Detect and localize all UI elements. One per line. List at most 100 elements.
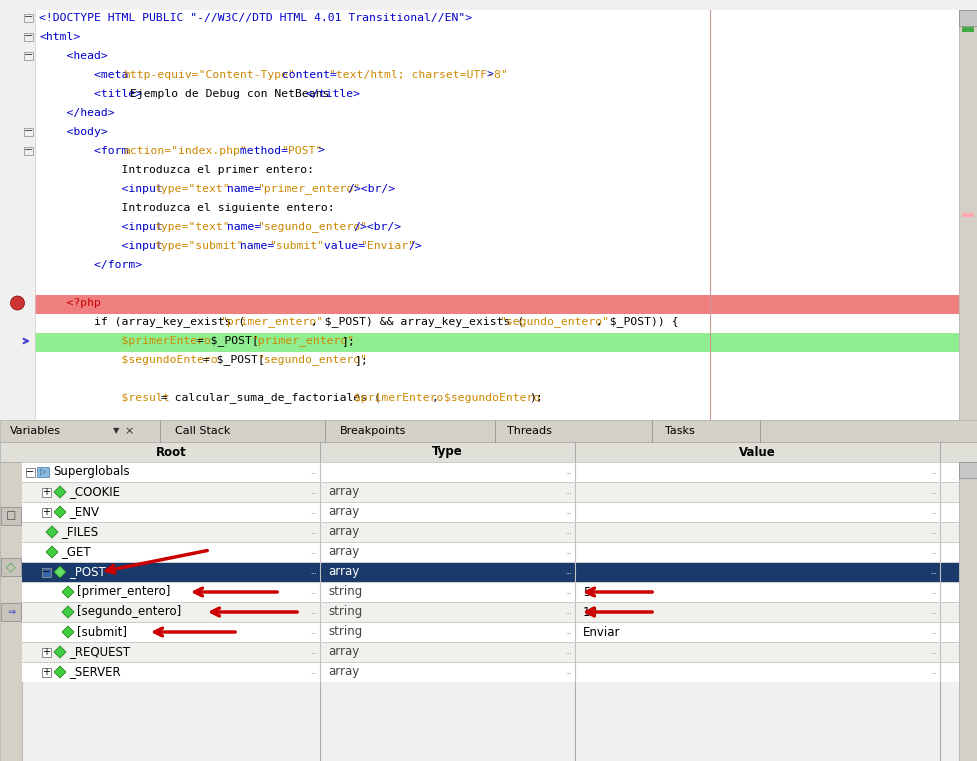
Text: ×: ×	[124, 426, 134, 436]
Bar	[22, 462, 959, 482]
Text: $segundoEntero: $segundoEntero	[445, 393, 540, 403]
Text: 10: 10	[583, 606, 598, 619]
Text: <form: <form	[39, 146, 135, 156]
Text: _REQUEST: _REQUEST	[69, 645, 130, 658]
Text: Type: Type	[432, 445, 463, 458]
Text: −: −	[24, 145, 33, 155]
Text: Variables: Variables	[10, 426, 61, 436]
Text: "primer_entero": "primer_entero"	[257, 183, 360, 195]
Text: ▼: ▼	[113, 426, 119, 435]
Text: ...: ...	[930, 569, 937, 575]
Text: ...: ...	[566, 609, 572, 615]
Bar	[22, 642, 959, 662]
Text: ...: ...	[566, 569, 572, 575]
Text: ...: ...	[311, 469, 317, 475]
Text: = $_POST[: = $_POST[	[196, 355, 265, 365]
Text: ...: ...	[311, 589, 317, 595]
Text: </form>: </form>	[39, 260, 142, 270]
Text: −: −	[24, 12, 33, 22]
Text: Superglobals: Superglobals	[53, 466, 130, 479]
Text: string: string	[328, 626, 362, 638]
Text: <input: <input	[39, 184, 170, 194]
Bar	[26, 467, 35, 476]
Text: ...: ...	[311, 669, 317, 675]
Text: = calcular_suma_de_factoriales (: = calcular_suma_de_factoriales (	[154, 393, 381, 403]
Text: +: +	[43, 487, 51, 497]
Text: $primerEntero: $primerEntero	[39, 336, 211, 346]
Bar	[35, 295, 959, 314]
Text: Root: Root	[155, 445, 187, 458]
Text: /><br/>: /><br/>	[354, 222, 402, 232]
Text: "submit": "submit"	[269, 241, 324, 251]
Bar	[0, 10, 35, 420]
Polygon shape	[54, 566, 66, 578]
Text: content=: content=	[275, 70, 337, 80]
Text: array: array	[328, 666, 360, 679]
Bar	[42, 667, 51, 677]
Text: ...: ...	[566, 629, 572, 635]
FancyBboxPatch shape	[1, 558, 21, 575]
Text: array: array	[328, 486, 360, 498]
Text: _COOKIE: _COOKIE	[69, 486, 120, 498]
Text: "segundo_entero": "segundo_entero"	[257, 221, 366, 232]
Bar	[22, 542, 959, 562]
Text: _ENV: _ENV	[69, 505, 99, 518]
Text: ...: ...	[930, 489, 937, 495]
Text: <body>: <body>	[39, 127, 107, 137]
Bar	[22, 662, 959, 682]
Text: name=: name=	[221, 222, 262, 232]
Text: ...: ...	[930, 589, 937, 595]
Text: <input: <input	[39, 241, 170, 251]
Text: ...: ...	[930, 669, 937, 675]
Text: ...: ...	[930, 649, 937, 655]
Text: ,: ,	[432, 393, 446, 403]
Bar	[962, 27, 974, 32]
Text: "segundo_entero": "segundo_entero"	[499, 317, 609, 327]
Text: ...: ...	[930, 509, 937, 515]
Text: array: array	[328, 645, 360, 658]
FancyBboxPatch shape	[1, 603, 21, 620]
Text: [primer_entero]: [primer_entero]	[77, 585, 170, 598]
Polygon shape	[62, 606, 74, 618]
Text: [submit]: [submit]	[77, 626, 127, 638]
Text: ...: ...	[311, 629, 317, 635]
Text: ⇒: ⇒	[7, 607, 15, 616]
Text: <input: <input	[39, 222, 170, 232]
Text: >: >	[318, 146, 324, 156]
Text: [segundo_entero]: [segundo_entero]	[77, 606, 182, 619]
Text: string: string	[328, 606, 362, 619]
Bar	[959, 10, 977, 26]
Text: <?php: <?php	[39, 298, 101, 308]
Text: Tasks: Tasks	[665, 426, 695, 436]
FancyBboxPatch shape	[37, 467, 49, 477]
Text: −: −	[24, 50, 33, 60]
Text: </head>: </head>	[39, 108, 114, 118]
Text: string: string	[328, 585, 362, 598]
Text: ...: ...	[930, 469, 937, 475]
Text: ...: ...	[930, 629, 937, 635]
Bar	[22, 602, 959, 622]
Text: <head>: <head>	[39, 51, 107, 61]
Text: http-equiv="Content-Type": http-equiv="Content-Type"	[124, 70, 296, 80]
Text: +: +	[43, 647, 51, 657]
Circle shape	[11, 296, 24, 310]
Text: _POST: _POST	[69, 565, 106, 578]
Text: 5: 5	[583, 585, 590, 598]
Text: array: array	[328, 505, 360, 518]
Bar	[24, 128, 33, 136]
Polygon shape	[46, 526, 58, 538]
FancyBboxPatch shape	[1, 507, 21, 525]
Text: array: array	[328, 546, 360, 559]
Polygon shape	[62, 586, 74, 598]
Polygon shape	[62, 626, 74, 638]
Text: ...: ...	[566, 509, 572, 515]
Text: −: −	[24, 31, 33, 41]
Text: type="text": type="text"	[154, 184, 230, 194]
Text: _FILES: _FILES	[61, 526, 98, 539]
Text: Ejemplo de Debug con NetBeans: Ejemplo de Debug con NetBeans	[130, 89, 329, 99]
Polygon shape	[54, 486, 66, 498]
Text: /><br/>: /><br/>	[348, 184, 396, 194]
Text: Introduzca el siguiente entero:: Introduzca el siguiente entero:	[39, 203, 335, 213]
Text: $result: $result	[39, 393, 170, 403]
Text: array: array	[328, 565, 360, 578]
